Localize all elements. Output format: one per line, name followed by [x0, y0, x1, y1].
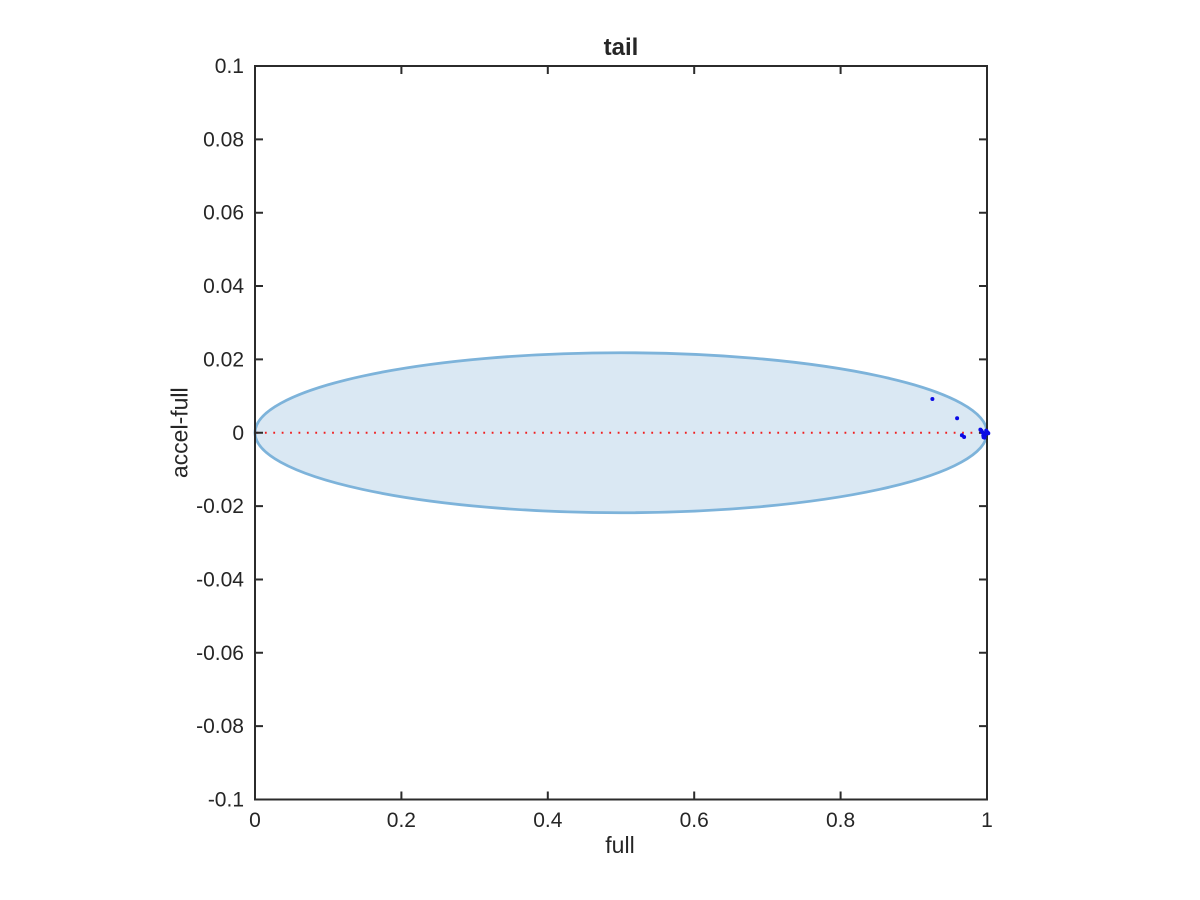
svg-text:0.06: 0.06 — [203, 202, 244, 225]
svg-text:1: 1 — [981, 809, 993, 832]
svg-text:-0.08: -0.08 — [196, 715, 244, 738]
svg-text:-0.06: -0.06 — [196, 642, 244, 665]
svg-text:tail: tail — [604, 34, 639, 61]
svg-text:-0.04: -0.04 — [196, 568, 244, 591]
svg-text:0.08: 0.08 — [203, 128, 244, 151]
svg-text:0.8: 0.8 — [826, 809, 855, 832]
svg-text:0: 0 — [232, 422, 244, 445]
svg-text:-0.02: -0.02 — [196, 495, 244, 518]
svg-text:-0.1: -0.1 — [208, 789, 244, 812]
svg-text:full: full — [605, 832, 634, 858]
svg-text:0.02: 0.02 — [203, 348, 244, 371]
svg-text:0: 0 — [249, 809, 261, 832]
svg-text:0.4: 0.4 — [533, 809, 563, 832]
svg-text:accel-full: accel-full — [167, 387, 193, 478]
svg-text:0.2: 0.2 — [387, 809, 416, 832]
svg-text:0.04: 0.04 — [203, 275, 244, 298]
svg-text:0.1: 0.1 — [215, 55, 244, 78]
svg-text:0.6: 0.6 — [680, 809, 709, 832]
